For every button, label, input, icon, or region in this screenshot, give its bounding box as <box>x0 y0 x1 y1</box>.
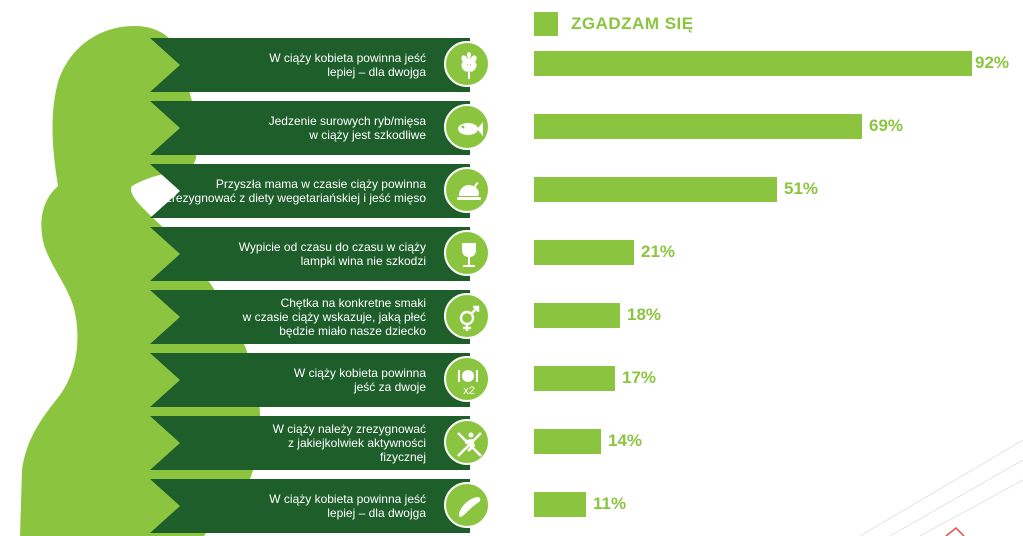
statement-label: W ciąży kobieta powinna jeść za dwoje <box>293 366 426 394</box>
bar <box>534 429 601 454</box>
bar-value-label: 17% <box>622 368 657 387</box>
statement-label: W ciąży należy zrezygnować z jakiejkolwi… <box>272 422 426 464</box>
chart-row: Wypicie od czasu do czasu w ciąży lampki… <box>0 227 1023 281</box>
wheat-icon <box>444 41 490 87</box>
fish-icon <box>444 104 490 150</box>
legend-label: ZGADZAM SIĘ <box>571 14 694 33</box>
statement-label: Wypicie od czasu do czasu w ciąży lampki… <box>238 240 426 268</box>
statement-banner <box>150 353 470 407</box>
statement-banner <box>150 479 470 533</box>
chart-row: Jedzenie surowych ryb/mięsa w ciąży jest… <box>0 101 1023 155</box>
bar-value-label: 92% <box>975 53 1010 72</box>
bar-value-label: 51% <box>784 179 819 198</box>
cucumber-icon <box>444 482 490 528</box>
bar <box>534 492 586 517</box>
no-exercise-icon <box>444 419 490 465</box>
statement-banner <box>150 38 470 92</box>
plate-cutlery-x2-icon: x2 <box>444 356 490 402</box>
bar <box>534 240 634 265</box>
statement-label: W ciąży kobieta powinna jeść lepiej – dl… <box>269 492 426 520</box>
bar-value-label: 21% <box>641 242 676 261</box>
bar <box>534 177 777 202</box>
chart-row: Chętka na konkretne smaki w czasie ciąży… <box>0 290 1023 344</box>
gender-symbol-icon <box>444 293 490 339</box>
statement-label: W ciąży kobieta powinna jeść lepiej – dl… <box>269 51 426 79</box>
bar-value-label: 18% <box>627 305 662 324</box>
chart-row: W ciąży kobieta powinna jeść lepiej – dl… <box>0 38 1023 92</box>
bar-value-label: 11% <box>593 494 627 513</box>
wine-glass-icon <box>444 230 490 276</box>
statement-label: Chętka na konkretne smaki w czasie ciąży… <box>242 296 426 338</box>
bar <box>534 303 620 328</box>
chart-row: W ciąży kobieta powinna jeść lepiej – dl… <box>0 479 1023 533</box>
statement-banner <box>150 227 470 281</box>
statement-label: Jedzenie surowych ryb/mięsa w ciąży jest… <box>268 114 426 142</box>
legend-swatch <box>534 12 558 36</box>
chart-row: W ciąży należy zrezygnować z jakiejkolwi… <box>0 416 1023 470</box>
bar-value-label: 14% <box>608 431 643 450</box>
bar-value-label: 69% <box>869 116 904 135</box>
svg-text:x2: x2 <box>463 385 475 395</box>
statement-banner <box>150 290 470 344</box>
statement-banner <box>150 164 470 218</box>
pregnant-woman-silhouette <box>20 26 261 536</box>
bar <box>534 51 972 76</box>
chart-row: W ciąży kobieta powinna jeść za dwoje x2 1… <box>0 353 1023 407</box>
roast-chicken-icon <box>444 167 490 213</box>
statement-banner <box>150 101 470 155</box>
bar <box>534 114 862 139</box>
chart-row: Przyszła mama w czasie ciąży powinna zre… <box>0 164 1023 218</box>
bar <box>534 366 615 391</box>
statement-label: Przyszła mama w czasie ciąży powinna zre… <box>165 177 426 205</box>
statement-banner <box>150 416 470 470</box>
